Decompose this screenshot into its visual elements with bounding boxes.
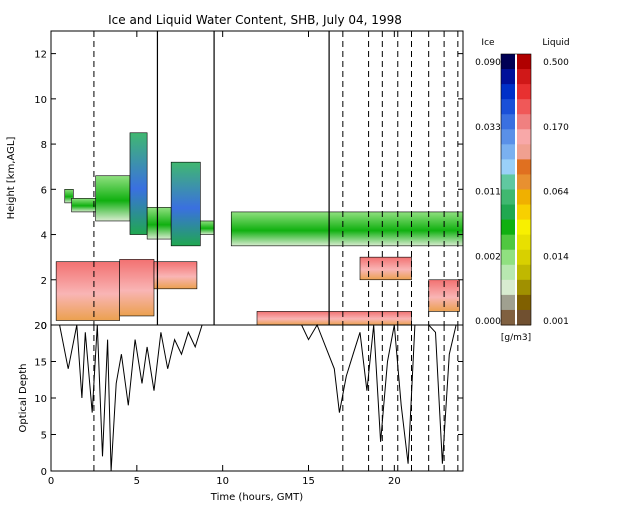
liquid-color-swatch bbox=[517, 99, 531, 115]
liquid-layer bbox=[153, 261, 198, 290]
liquid-color-swatch bbox=[517, 309, 531, 326]
colorbar-unit: [g/m3] bbox=[501, 333, 531, 343]
optical-depth-tick-label: 5 bbox=[41, 431, 47, 442]
liquid-color-swatch bbox=[517, 69, 531, 85]
ice-layer bbox=[129, 132, 148, 235]
ice-color-swatch bbox=[501, 204, 515, 221]
ice-color-swatch bbox=[501, 234, 515, 251]
ice-layer bbox=[146, 207, 172, 240]
liquid-color-swatch bbox=[517, 54, 531, 70]
ice-colorbar-tick: 0.033 bbox=[475, 123, 501, 133]
liquid-color-swatch bbox=[517, 219, 531, 236]
height-tick-label: 8 bbox=[41, 140, 47, 151]
ice-color-swatch bbox=[501, 144, 515, 160]
liquid-color-swatch bbox=[517, 204, 531, 221]
liquid-layer bbox=[119, 259, 155, 317]
height-tick-label: 10 bbox=[34, 95, 47, 106]
liquid-color-swatch bbox=[517, 159, 531, 175]
ice-liquid-panel: 0 2 4 6 8 10 12 Height [km,AGL] bbox=[6, 30, 464, 332]
ice-color-swatch bbox=[501, 219, 515, 236]
ice-colorbar-tick: 0.011 bbox=[475, 188, 501, 198]
liquid-color-swatch bbox=[517, 264, 531, 281]
ice-layer bbox=[200, 220, 215, 235]
ice-color-swatch bbox=[501, 294, 515, 311]
liquid-colorbar-tick: 0.500 bbox=[543, 58, 569, 68]
time-tick-label: 15 bbox=[302, 476, 315, 487]
ice-color-swatch bbox=[501, 264, 515, 281]
ice-color-swatch bbox=[501, 279, 515, 296]
ice-colorbar-tick: 0.002 bbox=[475, 252, 501, 262]
liquid-layer bbox=[55, 261, 120, 321]
ice-color-swatch bbox=[501, 114, 515, 130]
ice-color-swatch bbox=[501, 84, 515, 100]
optical-depth-series bbox=[59, 323, 463, 472]
liquid-colorbar-tick: 0.170 bbox=[543, 123, 569, 133]
optical-depth-tick-label: 20 bbox=[34, 321, 47, 332]
bottom-vertical-lines bbox=[93, 325, 459, 471]
colorbar-legend: Ice Liquid 0.090 0.033 0.011 0.002 0.000 0.50… bbox=[475, 38, 569, 343]
ice-color-swatch bbox=[501, 99, 515, 115]
liquid-color-swatch bbox=[517, 294, 531, 311]
ice-color-swatch bbox=[501, 174, 515, 190]
chart-title: Ice and Liquid Water Content, SHB, July … bbox=[108, 13, 402, 27]
height-tick-label: 12 bbox=[34, 50, 47, 61]
liquid-color-swatch bbox=[517, 84, 531, 100]
optical-depth-tick-label: 10 bbox=[34, 394, 47, 405]
optical-depth-tick-label: 0 bbox=[41, 467, 47, 478]
ice-color-swatch bbox=[501, 159, 515, 175]
ice-layer bbox=[64, 189, 74, 204]
time-tick-label: 5 bbox=[134, 476, 140, 487]
liquid-colorbar-tick: 0.014 bbox=[543, 252, 569, 262]
time-tick-label: 20 bbox=[388, 476, 401, 487]
height-axis-label: Height [km,AGL] bbox=[6, 137, 17, 220]
height-tick-label: 0 bbox=[41, 321, 47, 332]
ice-color-swatch bbox=[501, 54, 515, 70]
colorbar-ticks: 0.090 0.033 0.011 0.002 0.000 0.500 0.170 0.064… bbox=[475, 58, 569, 327]
liquid-layer bbox=[256, 311, 412, 326]
liquid-colorbar-title: Liquid bbox=[542, 38, 569, 48]
height-tick-label: 2 bbox=[41, 276, 47, 287]
liquid-color-swatch bbox=[517, 174, 531, 190]
optical-depth-tick-label: 15 bbox=[34, 358, 47, 369]
ice-color-swatch bbox=[501, 249, 515, 266]
time-axis: 0 5 10 15 20 bbox=[48, 31, 401, 487]
ice-colorbar-tick: 0.090 bbox=[475, 58, 501, 68]
heatmap-layers bbox=[55, 132, 464, 326]
liquid-colorbar-tick: 0.001 bbox=[543, 317, 569, 327]
ice-colorbar-tick: 0.000 bbox=[475, 317, 501, 327]
liquid-color-swatch bbox=[517, 279, 531, 296]
ice-color-swatch bbox=[501, 69, 515, 85]
ice-colorbar-title: Ice bbox=[481, 38, 495, 48]
ice-layer bbox=[170, 161, 201, 247]
optical-depth-line bbox=[301, 323, 463, 464]
time-axis-label: Time (hours, GMT) bbox=[210, 492, 304, 503]
ice-color-swatch bbox=[501, 309, 515, 326]
colorbar-swatches bbox=[500, 53, 532, 326]
optical-depth-axis: 0 5 10 15 20 bbox=[34, 321, 463, 478]
liquid-color-swatch bbox=[517, 189, 531, 206]
liquid-color-swatch bbox=[517, 249, 531, 266]
liquid-color-swatch bbox=[517, 144, 531, 160]
colorbar-frame bbox=[500, 53, 532, 326]
top-vertical-lines bbox=[93, 31, 459, 325]
liquid-color-swatch bbox=[517, 129, 531, 145]
liquid-colorbar-tick: 0.064 bbox=[543, 188, 569, 198]
ice-color-swatch bbox=[501, 189, 515, 206]
height-tick-label: 4 bbox=[41, 231, 47, 242]
liquid-color-swatch bbox=[517, 234, 531, 251]
ice-color-swatch bbox=[501, 129, 515, 145]
ice-layer bbox=[230, 211, 464, 247]
liquid-layer bbox=[359, 256, 412, 281]
optical-depth-axis-label: Optical Depth bbox=[18, 364, 29, 433]
time-tick-label: 0 bbox=[48, 476, 54, 487]
time-tick-label: 10 bbox=[216, 476, 229, 487]
ice-layer bbox=[95, 175, 131, 222]
optical-depth-line bbox=[59, 324, 216, 472]
height-tick-label: 6 bbox=[41, 185, 47, 196]
liquid-color-swatch bbox=[517, 114, 531, 130]
